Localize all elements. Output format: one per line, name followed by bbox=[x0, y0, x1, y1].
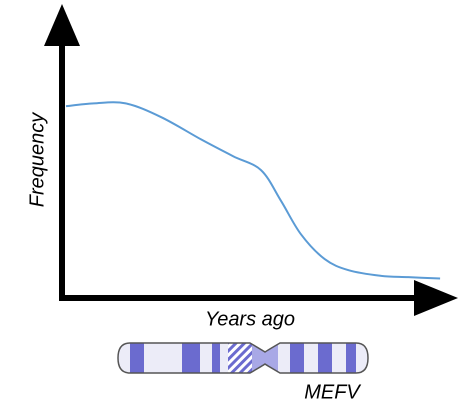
x-axis-label: Years ago bbox=[205, 308, 295, 330]
y-axis-label: Frequency bbox=[26, 112, 48, 207]
gene-label: MEFV bbox=[304, 381, 361, 403]
line-series bbox=[65, 101, 441, 280]
chromosome bbox=[117, 342, 369, 374]
x-axis-arrow bbox=[414, 280, 458, 316]
axes bbox=[44, 4, 458, 316]
y-axis-arrow bbox=[44, 4, 80, 46]
plot-area bbox=[65, 101, 441, 280]
